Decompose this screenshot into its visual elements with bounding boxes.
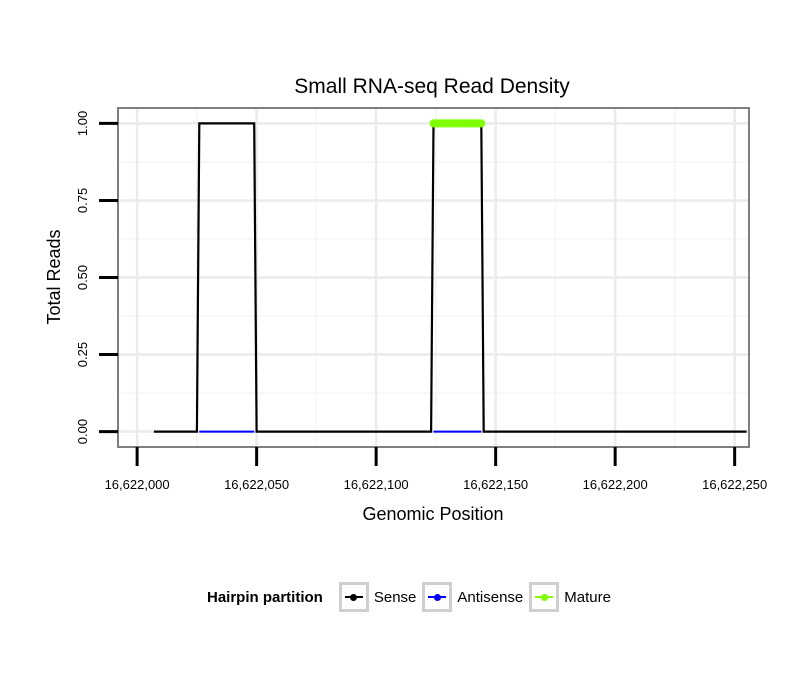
x-tick-label: 16,622,200 — [583, 477, 648, 492]
y-tick-label: 1.00 — [75, 111, 90, 136]
legend-item-sense: Sense — [338, 582, 417, 612]
x-tick-label: 16,622,050 — [224, 477, 289, 492]
x-axis: 16,622,000 16,622,050 16,622,100 16,622,150… — [105, 447, 767, 492]
series-sense — [153, 122, 747, 433]
legend: Hairpin partition Sense Antisense Mature — [207, 580, 617, 614]
y-tick-label: 0.75 — [75, 188, 90, 213]
y-axis: 0.00 0.25 0.50 0.75 1.00 — [75, 111, 118, 444]
legend-title: Hairpin partition — [207, 588, 323, 606]
x-tick-label: 16,622,000 — [105, 477, 170, 492]
x-tick-label: 16,622,250 — [702, 477, 767, 492]
y-axis-label: Total Reads — [44, 229, 64, 324]
x-tick-label: 16,622,150 — [463, 477, 528, 492]
legend-key-sense — [338, 582, 369, 612]
legend-key-antisense — [422, 582, 453, 612]
legend-item-antisense: Antisense — [422, 582, 523, 612]
x-axis-label: Genomic Position — [362, 504, 503, 524]
y-tick-label: 0.00 — [75, 419, 90, 444]
legend-label-sense: Sense — [373, 588, 417, 606]
legend-item-mature: Mature — [529, 582, 611, 612]
y-tick-label: 0.25 — [75, 342, 90, 367]
legend-key-mature — [529, 582, 560, 612]
chart-title: Small RNA-seq Read Density — [294, 75, 570, 98]
series-layer — [153, 119, 747, 433]
legend-label-antisense: Antisense — [457, 588, 524, 606]
y-tick-label: 0.50 — [75, 265, 90, 290]
legend-label-mature: Mature — [564, 588, 611, 606]
x-tick-label: 16,622,100 — [344, 477, 409, 492]
